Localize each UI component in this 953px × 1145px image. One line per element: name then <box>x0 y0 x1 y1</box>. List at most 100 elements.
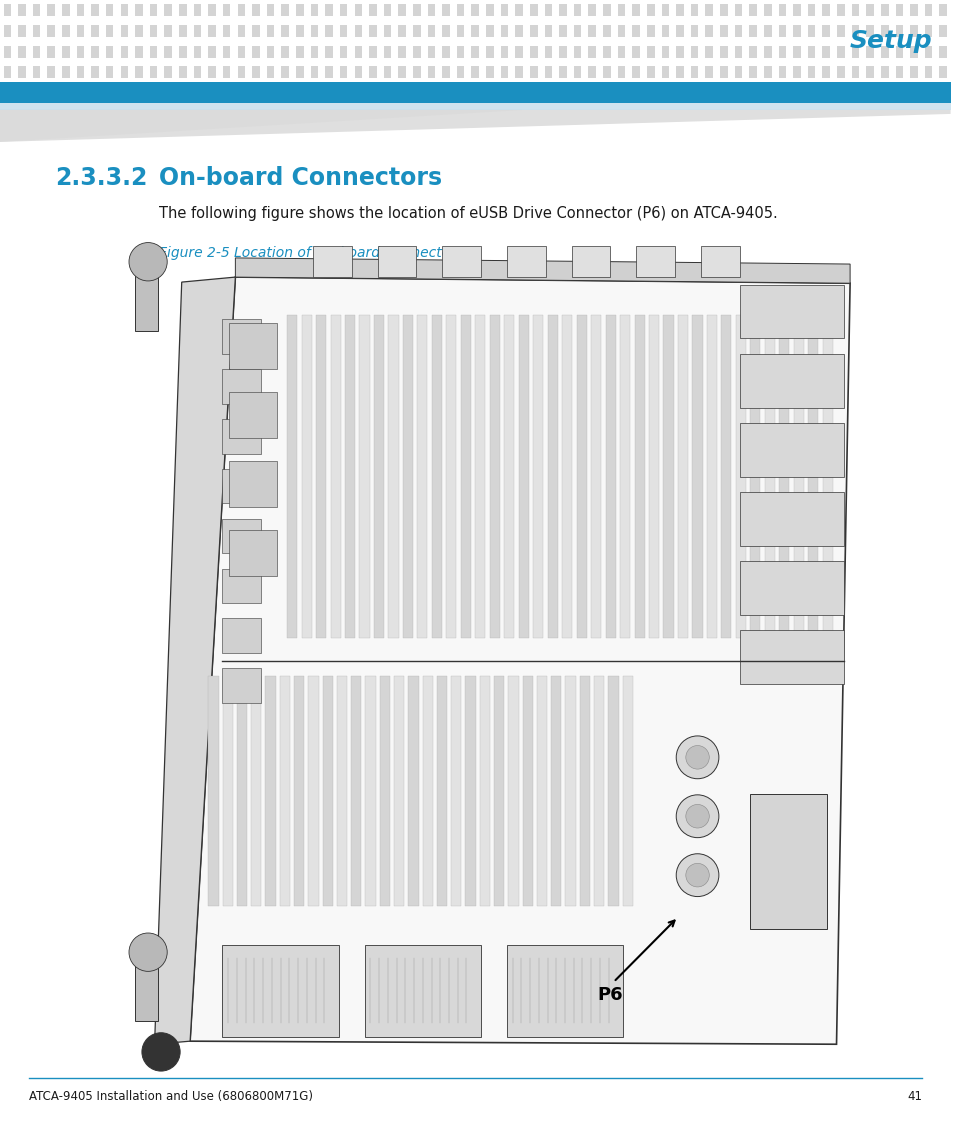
Bar <box>836 46 843 57</box>
Text: 41: 41 <box>906 1090 922 1103</box>
Bar <box>880 25 887 37</box>
Bar <box>646 66 654 78</box>
Bar <box>351 676 361 906</box>
Bar <box>515 5 522 16</box>
Bar <box>821 46 829 57</box>
Bar <box>432 316 441 638</box>
Bar <box>909 25 917 37</box>
Bar <box>544 25 552 37</box>
Bar <box>76 46 84 57</box>
Bar <box>223 25 231 37</box>
Bar <box>267 5 274 16</box>
Bar <box>193 46 201 57</box>
Bar <box>325 46 333 57</box>
Bar <box>62 25 70 37</box>
Bar <box>413 25 420 37</box>
Circle shape <box>676 736 719 779</box>
Bar <box>48 46 55 57</box>
Bar <box>676 5 683 16</box>
Bar <box>325 5 333 16</box>
Bar <box>383 25 391 37</box>
Bar <box>135 66 143 78</box>
Bar <box>740 630 842 684</box>
Bar <box>345 316 355 638</box>
Bar <box>460 316 471 638</box>
Bar <box>436 676 447 906</box>
Circle shape <box>685 805 708 828</box>
Bar <box>515 66 522 78</box>
Bar <box>720 25 727 37</box>
Bar <box>574 46 581 57</box>
Bar <box>223 5 231 16</box>
Bar <box>779 316 788 638</box>
Bar <box>720 316 731 638</box>
Bar <box>591 316 600 638</box>
Bar <box>267 66 274 78</box>
Bar <box>851 46 859 57</box>
Bar <box>465 676 476 906</box>
Bar <box>322 676 333 906</box>
Bar <box>237 46 245 57</box>
Bar <box>359 316 369 638</box>
Bar <box>4 5 11 16</box>
Bar <box>836 25 843 37</box>
Bar <box>451 676 461 906</box>
Bar <box>748 66 756 78</box>
Bar <box>442 25 450 37</box>
Bar <box>632 46 639 57</box>
Bar <box>106 66 113 78</box>
Bar <box>135 960 157 1021</box>
Bar <box>120 66 128 78</box>
Bar <box>909 46 917 57</box>
Bar <box>422 676 433 906</box>
Bar <box>193 66 201 78</box>
Bar <box>632 25 639 37</box>
Bar <box>690 5 698 16</box>
Bar <box>574 5 581 16</box>
Bar <box>486 5 494 16</box>
Bar <box>32 46 40 57</box>
Bar <box>223 66 231 78</box>
Bar <box>106 46 113 57</box>
Bar <box>690 46 698 57</box>
Bar <box>237 5 245 16</box>
Bar <box>427 25 435 37</box>
Bar <box>807 5 815 16</box>
Bar <box>456 46 464 57</box>
Bar <box>646 25 654 37</box>
Bar <box>311 5 318 16</box>
Bar <box>91 5 99 16</box>
Bar <box>618 5 625 16</box>
Bar <box>608 676 618 906</box>
Bar <box>574 66 581 78</box>
Bar <box>369 66 376 78</box>
Bar <box>365 676 375 906</box>
Bar <box>544 66 552 78</box>
Bar <box>705 25 712 37</box>
Bar <box>265 676 275 906</box>
Bar <box>106 25 113 37</box>
Bar <box>865 66 873 78</box>
Polygon shape <box>0 110 522 142</box>
Bar <box>295 5 303 16</box>
Bar <box>281 46 289 57</box>
Bar <box>530 66 537 78</box>
Bar <box>308 676 318 906</box>
Bar <box>325 66 333 78</box>
Bar <box>865 46 873 57</box>
Bar <box>179 66 187 78</box>
Bar <box>740 354 842 408</box>
Bar <box>939 25 946 37</box>
Bar <box>0 82 949 103</box>
Bar <box>18 46 26 57</box>
Bar <box>0 103 949 110</box>
Text: On-board Connectors: On-board Connectors <box>159 166 442 190</box>
Bar <box>91 66 99 78</box>
Bar <box>287 316 297 638</box>
Bar <box>533 316 543 638</box>
Bar <box>923 25 931 37</box>
Bar <box>646 5 654 16</box>
Bar <box>471 5 478 16</box>
Bar <box>522 676 532 906</box>
Bar <box>763 5 771 16</box>
